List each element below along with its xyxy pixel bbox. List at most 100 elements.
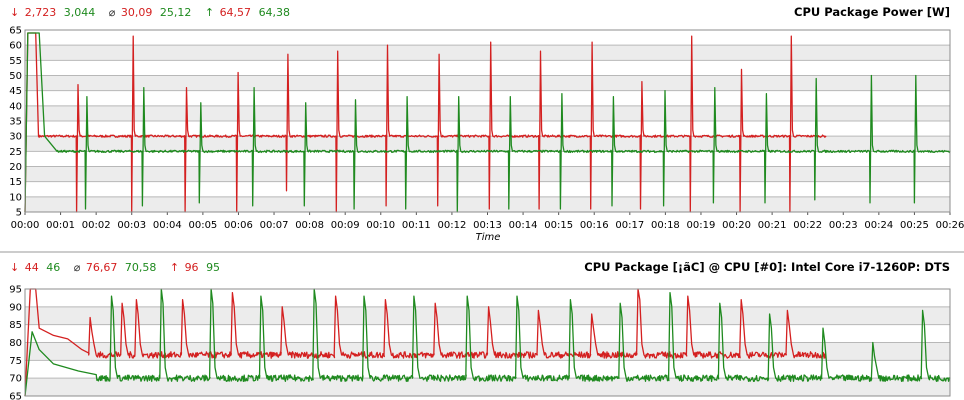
power-avg-green: 25,12	[160, 6, 192, 19]
power-x-tick-label: 00:16	[580, 220, 609, 231]
power-x-tick-label: 00:18	[651, 220, 680, 231]
power-x-tick-label: 00:21	[758, 220, 787, 231]
power-min-symbol: ↓	[10, 6, 19, 19]
temp-series-red	[24, 288, 827, 397]
power-band	[25, 196, 950, 212]
temp-y-tick-label: 75	[9, 356, 22, 367]
power-y-tick-label: 5	[16, 208, 22, 219]
power-band	[25, 151, 950, 167]
power-y-tick-label: 25	[9, 147, 22, 158]
power-x-tick-label: 00:07	[260, 220, 289, 231]
temp-chart: ↓ 44 46 ⌀ 76,67 70,58 ↑ 96 95 CPU Packag…	[9, 260, 951, 400]
power-band	[25, 75, 950, 91]
power-x-tick-label: 00:10	[366, 220, 395, 231]
power-y-tick-label: 65	[9, 26, 22, 37]
power-x-tick-label: 00:20	[722, 220, 751, 231]
power-max-green: 64,38	[259, 6, 291, 19]
power-x-tick-label: 00:05	[188, 220, 217, 231]
temp-y-tick-label: 80	[9, 338, 22, 349]
power-max-red: 64,57	[220, 6, 252, 19]
power-y-tick-label: 35	[9, 117, 22, 128]
temp-avg-red: 76,67	[86, 261, 118, 274]
power-x-tick-labels: 00:00 00:01 00:02 00:03 00:04 00:05 00:06 00:07…	[11, 212, 964, 231]
power-x-axis-label: Time	[476, 232, 501, 243]
temp-min-red: 44	[25, 261, 39, 274]
power-x-tick-label: 00:24	[864, 220, 893, 231]
power-x-tick-label: 00:02	[82, 220, 111, 231]
power-max-symbol: ↑	[205, 6, 214, 19]
power-y-tick-labels: 5 10 15 20 25 30 35 40 45 50 55 60 65	[9, 26, 22, 219]
power-x-tick-label: 00:15	[544, 220, 573, 231]
power-y-tick-label: 60	[9, 41, 22, 52]
temp-min-green: 46	[46, 261, 60, 274]
power-x-tick-label: 00:14	[509, 220, 538, 231]
power-x-tick-label: 00:12	[438, 220, 467, 231]
power-stats-line: ↓ 2,723 3,044 ⌀ 30,09 25,12 ↑ 64,57 64,3…	[10, 6, 290, 19]
power-band	[25, 166, 950, 182]
power-x-tick-label: 00:13	[473, 220, 502, 231]
power-min-green: 3,044	[64, 6, 96, 19]
power-band	[25, 45, 950, 61]
power-x-tick-label: 00:19	[687, 220, 716, 231]
power-band	[25, 121, 950, 137]
temp-band	[25, 306, 950, 325]
temp-series-lines	[24, 288, 951, 397]
power-band	[25, 90, 950, 106]
power-series-lines	[24, 32, 951, 213]
power-band	[25, 105, 950, 121]
power-x-tick-label: 00:22	[793, 220, 822, 231]
temp-series-green	[24, 288, 951, 397]
temp-avg-green: 70,58	[125, 261, 157, 274]
power-x-tick-label: 00:23	[829, 220, 858, 231]
temp-band	[25, 378, 950, 396]
power-band	[25, 60, 950, 76]
temp-plot-frame	[24, 288, 951, 397]
power-chart-title: CPU Package Power [W]	[794, 5, 950, 19]
temp-y-tick-label: 95	[9, 285, 22, 296]
power-series-red	[24, 32, 827, 213]
temp-min-symbol: ↓	[10, 261, 19, 274]
power-band	[25, 30, 950, 46]
temp-max-green: 95	[206, 261, 220, 274]
power-y-tick-label: 55	[9, 56, 22, 67]
power-y-tick-label: 10	[9, 192, 22, 203]
power-y-tick-label: 50	[9, 71, 22, 82]
power-band	[25, 136, 950, 152]
power-x-tick-label: 00:04	[153, 220, 182, 231]
power-x-tick-label: 00:17	[615, 220, 644, 231]
power-y-tick-label: 30	[9, 132, 22, 143]
temp-band	[25, 289, 950, 307]
power-x-tick-label: 00:08	[295, 220, 324, 231]
power-x-tick-label: 00:09	[331, 220, 360, 231]
power-bands	[25, 30, 950, 212]
power-avg-red: 30,09	[121, 6, 153, 19]
power-x-tick-label: 00:25	[900, 220, 929, 231]
power-y-tick-label: 15	[9, 177, 22, 188]
temp-y-tick-label: 85	[9, 320, 22, 331]
power-series-green	[24, 32, 951, 213]
power-min-red: 2,723	[25, 6, 57, 19]
temp-y-tick-label: 65	[9, 392, 22, 400]
power-y-tick-label: 45	[9, 86, 22, 97]
temp-max-symbol: ↑	[170, 261, 179, 274]
power-plot-frame	[24, 29, 951, 213]
temp-max-red: 96	[185, 261, 199, 274]
power-x-tick-label: 00:26	[936, 220, 964, 231]
power-band	[25, 181, 950, 197]
power-x-tick-label: 00:03	[117, 220, 146, 231]
temp-avg-symbol: ⌀	[74, 261, 81, 274]
power-x-tick-label: 00:01	[46, 220, 75, 231]
temp-chart-title: CPU Package [¡ãC] @ CPU [#0]: Intel Core…	[584, 260, 950, 274]
temp-y-tick-label: 70	[9, 374, 22, 385]
power-x-tick-label: 00:00	[11, 220, 40, 231]
temp-y-tick-labels: 65 70 75 80 85 90 95	[9, 285, 22, 400]
temp-stats-line: ↓ 44 46 ⌀ 76,67 70,58 ↑ 96 95	[10, 261, 220, 274]
power-avg-symbol: ⌀	[109, 6, 116, 19]
power-x-tick-label: 00:11	[402, 220, 431, 231]
power-x-tick-label: 00:06	[224, 220, 253, 231]
power-y-tick-label: 20	[9, 162, 22, 173]
power-y-tick-label: 40	[9, 101, 22, 112]
temp-y-tick-label: 90	[9, 302, 22, 313]
power-chart: ↓ 2,723 3,044 ⌀ 30,09 25,12 ↑ 64,57 64,3…	[9, 5, 964, 243]
